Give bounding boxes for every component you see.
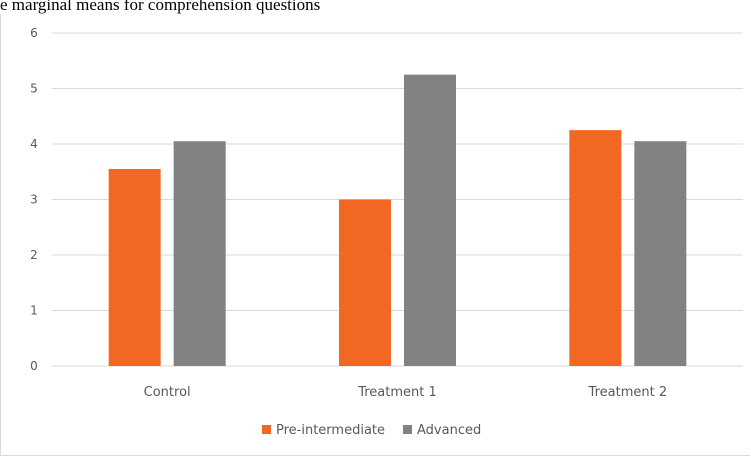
legend-swatch [262, 425, 271, 434]
y-tick-label: 5 [30, 82, 38, 96]
y-tick-label: 4 [30, 137, 38, 151]
x-category-label: Treatment 2 [588, 385, 668, 400]
chart-title: e marginal means for comprehension quest… [0, 0, 321, 14]
bar-advanced [634, 141, 687, 366]
y-tick-label: 2 [30, 248, 38, 262]
y-axis-ticks: 0 1 2 3 4 5 6 [30, 26, 38, 373]
chart-frame [0, 14, 750, 456]
bar-advanced [173, 141, 226, 366]
legend[interactable]: Pre-intermediate Advanced [262, 423, 481, 438]
gridlines [52, 32, 743, 367]
bar-advanced [404, 74, 456, 366]
y-tick-label: 1 [30, 304, 38, 318]
bars [108, 74, 687, 366]
x-category-label: Treatment 1 [357, 385, 437, 400]
y-tick-label: 0 [30, 359, 38, 373]
x-axis-categories: Control Treatment 1 Treatment 2 [144, 385, 667, 400]
bar-pre-intermediate [339, 199, 391, 366]
legend-swatch [403, 425, 413, 434]
legend-label[interactable]: Pre-intermediate [276, 423, 385, 438]
legend-label[interactable]: Advanced [417, 423, 481, 438]
y-tick-label: 6 [30, 26, 38, 40]
y-tick-label: 3 [30, 193, 38, 207]
bar-pre-intermediate [569, 130, 622, 366]
bar-pre-intermediate [108, 168, 161, 366]
x-category-label: Control [144, 385, 191, 400]
